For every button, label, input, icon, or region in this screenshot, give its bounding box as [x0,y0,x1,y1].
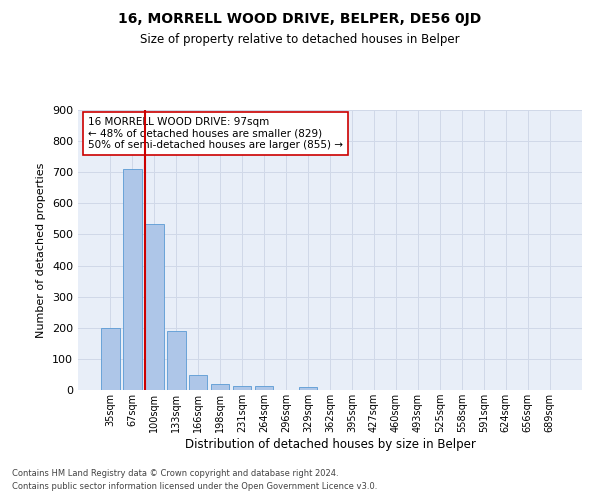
Text: Contains HM Land Registry data © Crown copyright and database right 2024.: Contains HM Land Registry data © Crown c… [12,468,338,477]
Bar [145,224,164,390]
Bar [255,386,274,390]
Bar [211,384,229,390]
Y-axis label: Number of detached properties: Number of detached properties [37,162,46,338]
Text: 16 MORRELL WOOD DRIVE: 97sqm
← 48% of detached houses are smaller (829)
50% of s: 16 MORRELL WOOD DRIVE: 97sqm ← 48% of de… [88,117,343,150]
Text: Size of property relative to detached houses in Belper: Size of property relative to detached ho… [140,32,460,46]
Bar [167,330,185,390]
Bar [299,387,317,390]
X-axis label: Distribution of detached houses by size in Belper: Distribution of detached houses by size … [185,438,475,451]
Bar [233,386,251,390]
Text: Contains public sector information licensed under the Open Government Licence v3: Contains public sector information licen… [12,482,377,491]
Bar [123,169,142,390]
Text: 16, MORRELL WOOD DRIVE, BELPER, DE56 0JD: 16, MORRELL WOOD DRIVE, BELPER, DE56 0JD [118,12,482,26]
Bar [189,375,208,390]
Bar [101,328,119,390]
